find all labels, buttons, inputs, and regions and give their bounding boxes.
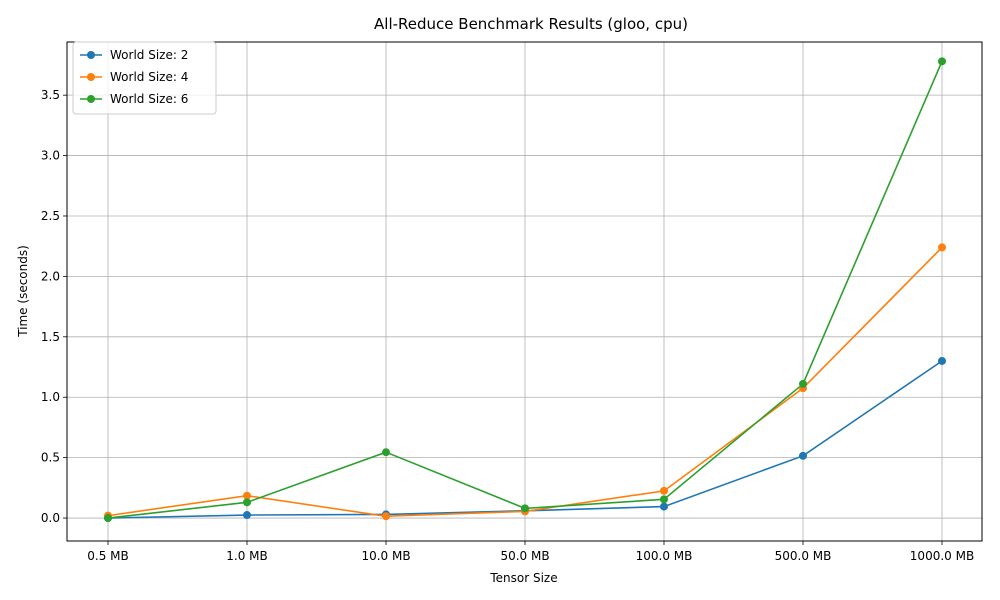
data-point <box>938 57 946 66</box>
chart-title: All-Reduce Benchmark Results (gloo, cpu) <box>374 15 688 33</box>
data-point <box>243 491 251 500</box>
y-tick-label: 0.5 <box>41 451 60 465</box>
y-tick-label: 2.0 <box>41 269 60 283</box>
x-tick-label: 0.5 MB <box>87 549 128 563</box>
series-points <box>104 57 946 523</box>
data-point <box>382 512 390 521</box>
legend-label: World Size: 6 <box>110 92 188 106</box>
y-tick-label: 1.5 <box>41 330 60 344</box>
x-tick-label: 1000.0 MB <box>910 549 974 563</box>
data-point <box>938 243 946 252</box>
x-ticks: 0.5 MB 1.0 MB 10.0 MB 50.0 MB 100.0 MB 500.0 … <box>87 541 974 563</box>
legend-label: World Size: 4 <box>110 70 188 84</box>
x-axis-label: Tensor Size <box>489 571 557 585</box>
legend-label: World Size: 2 <box>110 48 188 62</box>
data-point <box>521 504 529 513</box>
legend: World Size: 2 World Size: 4 World Size: 6 <box>72 41 217 115</box>
y-tick-label: 2.5 <box>41 209 60 223</box>
y-tick-label: 3.0 <box>41 149 60 163</box>
data-point <box>660 502 668 511</box>
legend-marker <box>87 73 95 81</box>
plot-frame <box>66 41 983 542</box>
grid <box>67 42 982 541</box>
y-ticks: 0.0 0.5 1.0 1.5 2.0 2.5 3.0 3.5 <box>41 88 67 525</box>
x-tick-label: 100.0 MB <box>636 549 693 563</box>
legend-marker <box>87 51 95 59</box>
data-point <box>243 511 251 520</box>
data-point <box>938 356 946 365</box>
data-point <box>382 448 390 457</box>
data-point <box>799 451 807 460</box>
x-tick-label: 500.0 MB <box>775 549 832 563</box>
data-point <box>660 495 668 504</box>
data-point <box>660 486 668 495</box>
x-tick-label: 10.0 MB <box>361 549 410 563</box>
x-tick-label: 50.0 MB <box>500 549 549 563</box>
x-tick-label: 1.0 MB <box>226 549 267 563</box>
legend-box <box>72 41 217 115</box>
y-axis-label: Time (seconds) <box>16 245 30 338</box>
y-tick-label: 0.0 <box>41 511 60 525</box>
y-tick-label: 3.5 <box>41 88 60 102</box>
y-tick-label: 1.0 <box>41 390 60 404</box>
legend-marker <box>87 95 95 103</box>
data-point <box>799 379 807 388</box>
data-point <box>243 498 251 507</box>
data-point <box>104 514 112 523</box>
